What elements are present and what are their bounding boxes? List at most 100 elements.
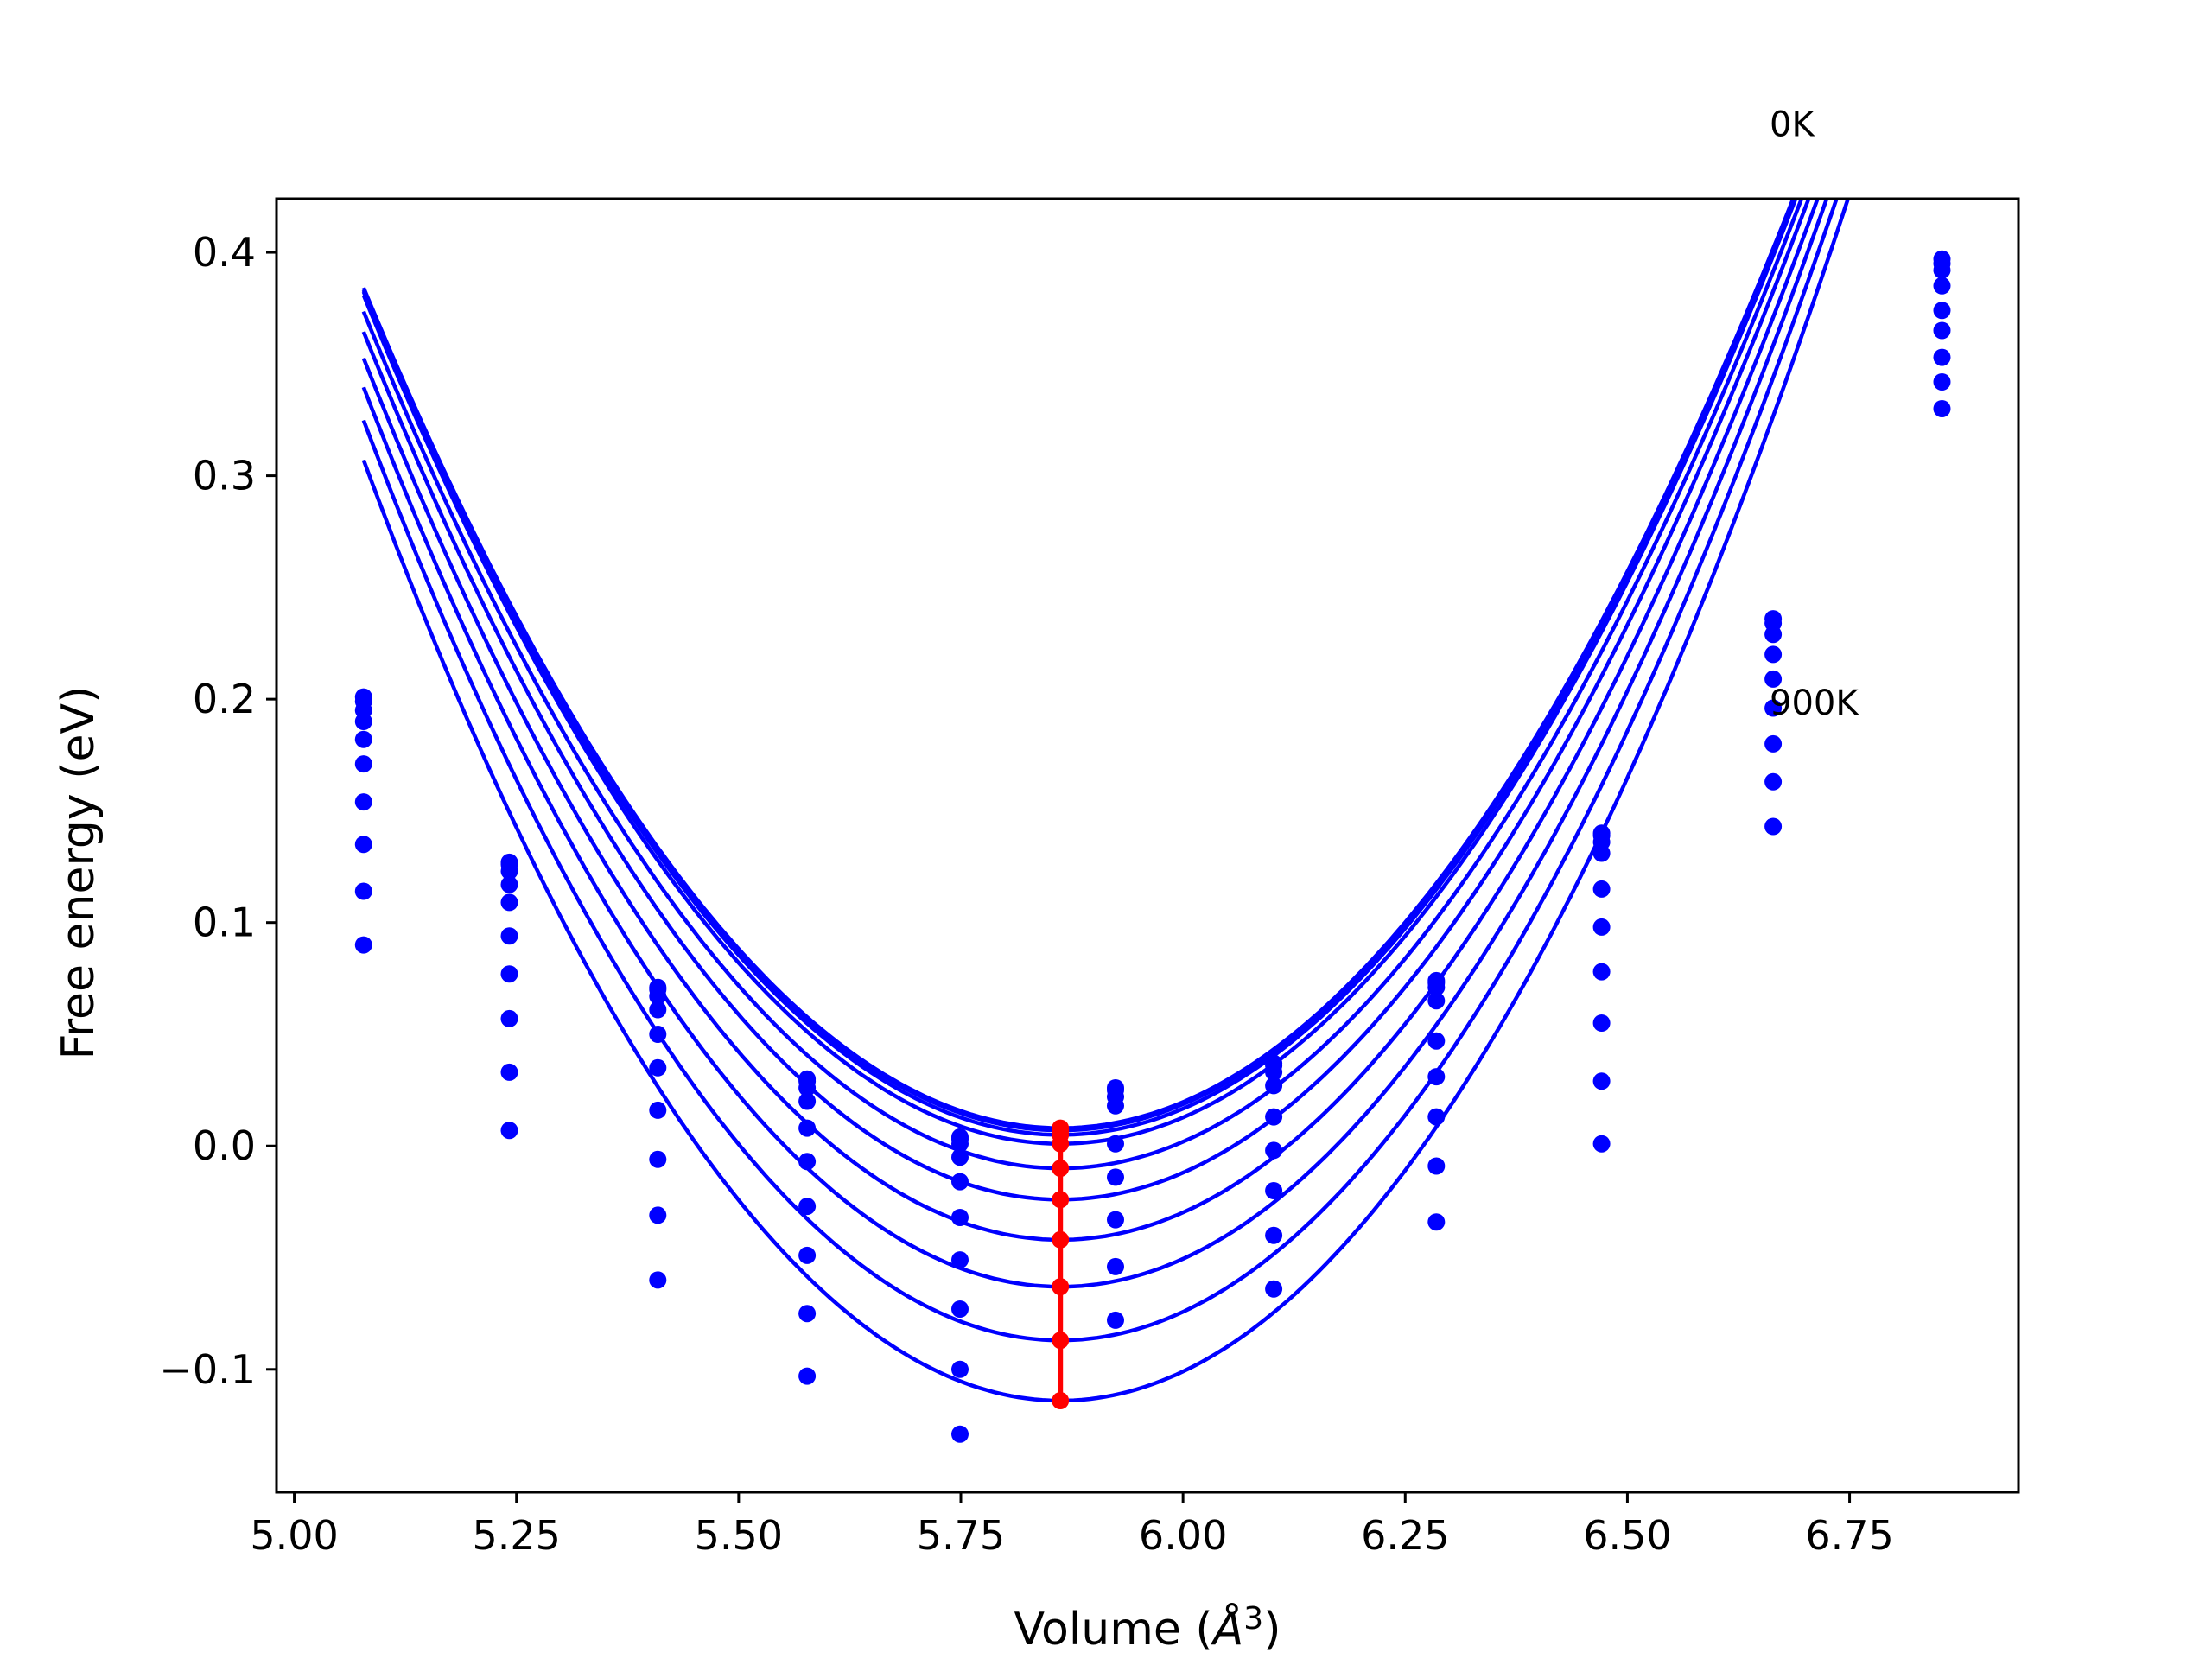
data-point bbox=[1265, 1226, 1283, 1244]
data-point bbox=[1265, 1280, 1283, 1298]
data-point bbox=[500, 862, 518, 880]
data-points bbox=[354, 250, 1951, 1443]
x-tick-label: 6.75 bbox=[1805, 1512, 1893, 1559]
data-point bbox=[1107, 1257, 1124, 1275]
data-point bbox=[1933, 321, 1951, 340]
y-tick-label: −0.1 bbox=[159, 1346, 256, 1393]
data-point bbox=[649, 1271, 667, 1289]
data-point bbox=[951, 1148, 969, 1166]
x-axis-ticks: 5.00 5.25 5.50 5.75 6.00 6.25 6.50 6.75 bbox=[250, 1492, 1894, 1559]
data-point bbox=[1933, 261, 1951, 279]
data-point bbox=[1933, 373, 1951, 391]
fit-curve-5 bbox=[361, 199, 1811, 1202]
x-tick-label: 5.25 bbox=[473, 1512, 561, 1559]
fit-curve-4 bbox=[361, 199, 1804, 1171]
minimum-point bbox=[1052, 1160, 1070, 1178]
data-point bbox=[500, 893, 518, 912]
data-point bbox=[1592, 844, 1611, 862]
data-point bbox=[1265, 1141, 1283, 1160]
data-point bbox=[500, 965, 518, 983]
data-point bbox=[649, 1101, 667, 1119]
y-tick-label: 0.1 bbox=[193, 899, 256, 946]
temperature-annotation: 0K bbox=[1770, 105, 1815, 145]
data-point bbox=[1592, 1072, 1611, 1090]
fit-curve-3 bbox=[361, 199, 1798, 1146]
data-point bbox=[1427, 992, 1446, 1010]
data-point bbox=[649, 1150, 667, 1168]
x-tick-label: 6.25 bbox=[1361, 1512, 1449, 1559]
data-point bbox=[1592, 1014, 1611, 1032]
minimum-point bbox=[1052, 1230, 1070, 1249]
fit-curves bbox=[361, 199, 1851, 1403]
data-point bbox=[951, 1135, 969, 1153]
data-point bbox=[798, 1305, 817, 1323]
data-point bbox=[1427, 1108, 1446, 1126]
y-axis-label: Free energy (eV) bbox=[53, 686, 105, 1060]
x-tick-label: 5.50 bbox=[695, 1512, 783, 1559]
data-point bbox=[1764, 772, 1783, 791]
data-point bbox=[354, 713, 372, 730]
data-point bbox=[354, 755, 372, 773]
data-point bbox=[354, 730, 372, 748]
data-point bbox=[798, 1198, 817, 1216]
minimum-point bbox=[1052, 1135, 1070, 1153]
fit-curve-6 bbox=[361, 199, 1820, 1243]
data-point bbox=[649, 988, 667, 1005]
data-point bbox=[1933, 348, 1951, 366]
data-point bbox=[798, 1246, 817, 1264]
data-point bbox=[1107, 1168, 1124, 1186]
data-point bbox=[649, 1206, 667, 1224]
data-point bbox=[1427, 1032, 1446, 1050]
data-point bbox=[951, 1300, 969, 1318]
fit-curve-7 bbox=[361, 199, 1829, 1289]
annotations: 0K 900K bbox=[1770, 105, 1859, 724]
data-point bbox=[1427, 1213, 1446, 1231]
data-point bbox=[1933, 276, 1951, 295]
data-point bbox=[1427, 1068, 1446, 1086]
data-point bbox=[1427, 978, 1446, 996]
data-point bbox=[1933, 400, 1951, 417]
x-tick-label: 5.75 bbox=[917, 1512, 1005, 1559]
data-point bbox=[798, 1153, 817, 1171]
minimum-point bbox=[1052, 1332, 1070, 1350]
minimum-point bbox=[1052, 1392, 1070, 1409]
data-point bbox=[798, 1079, 817, 1096]
y-tick-label: 0.3 bbox=[193, 453, 256, 499]
data-point bbox=[354, 936, 372, 954]
data-point bbox=[1764, 734, 1783, 753]
data-point bbox=[798, 1367, 817, 1385]
data-point bbox=[354, 793, 372, 811]
minimum-point bbox=[1052, 1191, 1070, 1209]
data-point bbox=[649, 1058, 667, 1077]
fit-curve-8 bbox=[361, 199, 1839, 1343]
y-axis-ticks: −0.1 0.0 0.1 0.2 0.3 0.4 bbox=[159, 229, 276, 1393]
plot-frame bbox=[275, 197, 2020, 1494]
data-point bbox=[951, 1173, 969, 1191]
data-point bbox=[649, 1026, 667, 1043]
data-point bbox=[951, 1425, 969, 1443]
data-point bbox=[500, 1122, 518, 1140]
data-point bbox=[1107, 1096, 1124, 1115]
y-tick-label: 0.4 bbox=[193, 229, 256, 276]
data-point bbox=[500, 1063, 518, 1081]
data-point bbox=[1427, 1157, 1446, 1175]
data-point bbox=[1265, 1182, 1283, 1199]
data-point bbox=[1764, 670, 1783, 688]
data-point bbox=[1265, 1063, 1283, 1081]
y-tick-label: 0.0 bbox=[193, 1122, 256, 1169]
data-point bbox=[649, 1001, 667, 1019]
x-tick-label: 5.00 bbox=[250, 1512, 338, 1559]
data-point bbox=[1764, 626, 1783, 644]
data-point bbox=[354, 836, 372, 854]
data-point bbox=[1592, 963, 1611, 981]
y-tick-label: 0.2 bbox=[193, 676, 256, 722]
fit-curve-9 bbox=[361, 199, 1851, 1403]
data-point bbox=[1107, 1211, 1124, 1229]
data-point bbox=[1764, 817, 1783, 836]
data-point bbox=[1107, 1135, 1124, 1153]
data-point bbox=[798, 1119, 817, 1137]
data-point bbox=[500, 875, 518, 893]
data-point bbox=[1933, 302, 1951, 320]
